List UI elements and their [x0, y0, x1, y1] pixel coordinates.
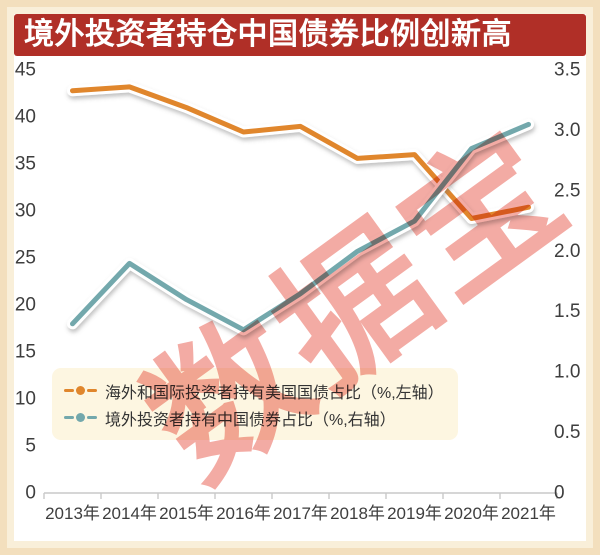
x-tick-label: 2016年 — [216, 504, 271, 523]
x-tick-label: 2021年 — [501, 504, 556, 523]
x-tick-label: 2018年 — [330, 504, 385, 523]
legend-marker-dash — [87, 416, 97, 419]
y-right-tick-label: 0.5 — [554, 422, 580, 443]
chart-svg: 2013年 2014年 2015年 2016年 2017年 2018年 2019年 2020年… — [15, 60, 581, 524]
y-left-tick-label: 30 — [15, 201, 36, 222]
y-left-tick-label: 20 — [15, 295, 36, 316]
y-right-tick-label: 2.5 — [554, 180, 580, 201]
y-axis-right: 3.5 3.0 2.5 2.0 1.5 1.0 0.5 0 — [554, 60, 580, 504]
series-casing-0 — [67, 81, 534, 224]
chart-card: 境外投资者持仓中国债券比例创新高 2013年 2014年 2015年 2016年 201… — [14, 14, 586, 541]
legend-line-dot-icon — [64, 413, 97, 422]
x-axis: 2013年 2014年 2015年 2016年 2017年 2018年 2019年 2020年… — [43, 492, 558, 523]
legend-marker-dot — [76, 386, 85, 395]
series-line-0 — [70, 84, 531, 221]
x-tick-label: 2014年 — [102, 504, 157, 523]
chart-area: 2013年 2014年 2015年 2016年 2017年 2018年 2019年 2020年… — [14, 56, 586, 541]
y-right-tick-label: 3.0 — [554, 120, 580, 141]
x-tick-label: 2019年 — [387, 504, 442, 523]
legend-marker-dot — [76, 413, 85, 422]
series-casing-1 — [67, 118, 534, 336]
legend: 海外和国际投资者持有美国国债占比（%,左轴） 境外投资者持有中国债券占比（%,右轴… — [52, 368, 458, 440]
legend-item-1: 境外投资者持有中国债券占比（%,右轴） — [64, 404, 444, 431]
y-left-tick-label: 40 — [15, 107, 36, 128]
x-tick-label: 2013年 — [45, 504, 100, 523]
x-tick-label: 2020年 — [444, 504, 499, 523]
series-lines — [67, 81, 534, 336]
legend-line-dot-icon — [64, 386, 97, 395]
legend-item-0: 海外和国际投资者持有美国国债占比（%,左轴） — [64, 377, 444, 404]
y-left-tick-label: 10 — [15, 389, 36, 410]
y-right-tick-label: 3.5 — [554, 60, 580, 81]
legend-marker-dash — [64, 416, 74, 419]
y-left-tick-label: 25 — [15, 248, 36, 269]
y-left-tick-label: 0 — [25, 483, 36, 504]
y-right-tick-label: 0 — [554, 483, 565, 504]
y-right-tick-label: 1.0 — [554, 362, 580, 383]
legend-label: 海外和国际投资者持有美国国债占比（%,左轴） — [105, 384, 444, 402]
legend-marker-dash — [64, 389, 74, 392]
legend-label: 境外投资者持有中国债券占比（%,右轴） — [105, 411, 396, 429]
legend-marker-dash — [87, 389, 97, 392]
y-axis-left: 45 40 35 30 25 20 15 10 5 0 — [15, 60, 36, 504]
x-tick-label: 2015年 — [159, 504, 214, 523]
y-left-tick-label: 45 — [15, 60, 36, 81]
page-title: 境外投资者持仓中国债券比例创新高 — [14, 14, 586, 56]
x-tick-label: 2017年 — [273, 504, 328, 523]
y-left-tick-label: 15 — [15, 342, 36, 363]
y-right-tick-label: 1.5 — [554, 301, 580, 322]
y-left-tick-label: 5 — [25, 436, 36, 457]
series-line-1 — [70, 121, 531, 333]
y-left-tick-label: 35 — [15, 154, 36, 175]
y-right-tick-label: 2.0 — [554, 241, 580, 262]
